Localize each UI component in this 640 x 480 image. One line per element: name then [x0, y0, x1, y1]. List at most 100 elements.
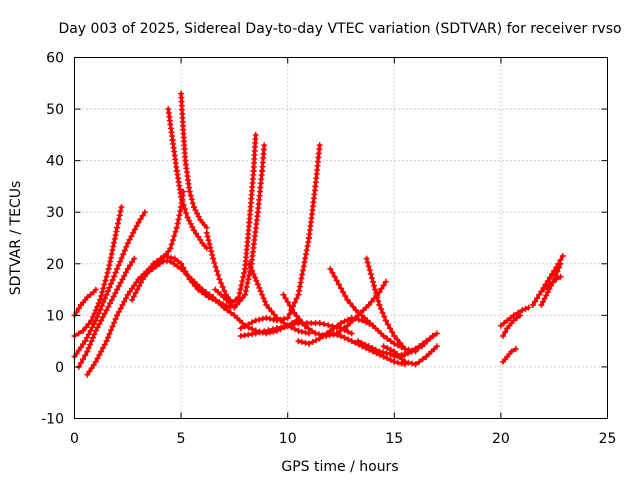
data-point — [75, 347, 82, 354]
data-point — [203, 229, 210, 236]
data-point — [92, 358, 99, 365]
data-point — [108, 296, 115, 303]
data-point — [553, 276, 560, 283]
data-point — [118, 254, 125, 261]
data-point — [342, 293, 349, 299]
data-point — [75, 305, 82, 312]
data-point — [363, 255, 370, 262]
data-point — [529, 302, 536, 308]
data-point — [103, 307, 110, 314]
data-point — [384, 321, 391, 328]
data-point — [546, 274, 553, 281]
data-point — [557, 260, 564, 267]
data-point — [368, 275, 375, 281]
data-point — [370, 278, 376, 285]
data-point — [369, 345, 376, 351]
data-point — [98, 293, 105, 299]
data-point — [327, 265, 334, 272]
data-point — [297, 279, 304, 286]
data-point — [402, 358, 408, 365]
data-point — [121, 272, 128, 279]
data-point — [380, 282, 387, 289]
series-track-22 — [380, 343, 440, 368]
data-point — [291, 299, 298, 306]
data-point — [286, 311, 293, 318]
data-point — [544, 278, 551, 284]
data-point — [112, 269, 119, 276]
data-point — [282, 323, 289, 330]
data-point — [135, 219, 142, 226]
series-track-19 — [327, 265, 419, 355]
data-point — [193, 230, 199, 237]
data-point — [119, 276, 126, 283]
data-point — [131, 226, 138, 233]
data-point — [210, 255, 217, 262]
data-point — [91, 331, 98, 338]
data-point — [87, 327, 94, 334]
data-point — [107, 300, 113, 307]
series-track-20 — [363, 255, 406, 350]
data-point — [372, 346, 379, 353]
data-point — [123, 295, 129, 302]
data-point — [549, 271, 556, 278]
data-point — [534, 295, 541, 302]
data-point — [116, 212, 123, 219]
data-point — [237, 286, 244, 293]
data-point — [174, 263, 181, 270]
data-point — [149, 265, 156, 272]
data-point — [405, 359, 412, 366]
data-point — [137, 279, 144, 286]
y-tick-label: 50 — [46, 102, 64, 118]
data-point — [296, 316, 303, 323]
data-point — [536, 291, 543, 298]
data-point — [170, 237, 176, 244]
data-point — [194, 210, 201, 217]
data-point — [124, 265, 131, 272]
data-point — [338, 285, 344, 292]
x-axis-label: GPS time / hours — [281, 459, 398, 475]
data-point — [256, 316, 263, 323]
data-point — [189, 279, 196, 286]
data-point — [115, 308, 122, 315]
data-point — [284, 298, 291, 305]
data-point — [387, 346, 394, 353]
data-point — [340, 289, 347, 296]
plot-frame — [74, 57, 608, 419]
data-point — [101, 310, 108, 317]
data-point — [189, 224, 196, 230]
data-point — [92, 317, 99, 324]
data-point — [97, 296, 104, 303]
data-point — [409, 347, 416, 354]
data-point — [334, 332, 341, 339]
data-point — [295, 327, 302, 334]
data-point — [308, 327, 315, 334]
data-point — [274, 314, 280, 321]
data-point — [100, 299, 107, 306]
grid-lines — [74, 57, 608, 419]
data-point — [121, 298, 128, 305]
data-point — [412, 345, 419, 352]
data-point — [378, 305, 384, 312]
data-point — [128, 233, 135, 240]
data-point — [175, 216, 182, 223]
data-point — [433, 330, 440, 337]
data-point — [163, 251, 170, 258]
data-point — [114, 224, 121, 231]
data-point — [517, 312, 524, 319]
data-point — [293, 313, 300, 319]
data-point — [261, 142, 268, 149]
data-point — [84, 294, 91, 301]
data-point — [82, 324, 89, 331]
data-point — [372, 286, 379, 293]
series-track-24 — [500, 345, 519, 365]
data-point — [192, 283, 199, 290]
data-point — [309, 339, 316, 345]
data-point — [156, 260, 163, 267]
data-point — [189, 200, 196, 207]
data-point — [387, 357, 394, 364]
data-point — [252, 317, 259, 324]
data-point — [242, 287, 249, 294]
series-line — [328, 331, 407, 366]
data-point — [85, 331, 92, 338]
